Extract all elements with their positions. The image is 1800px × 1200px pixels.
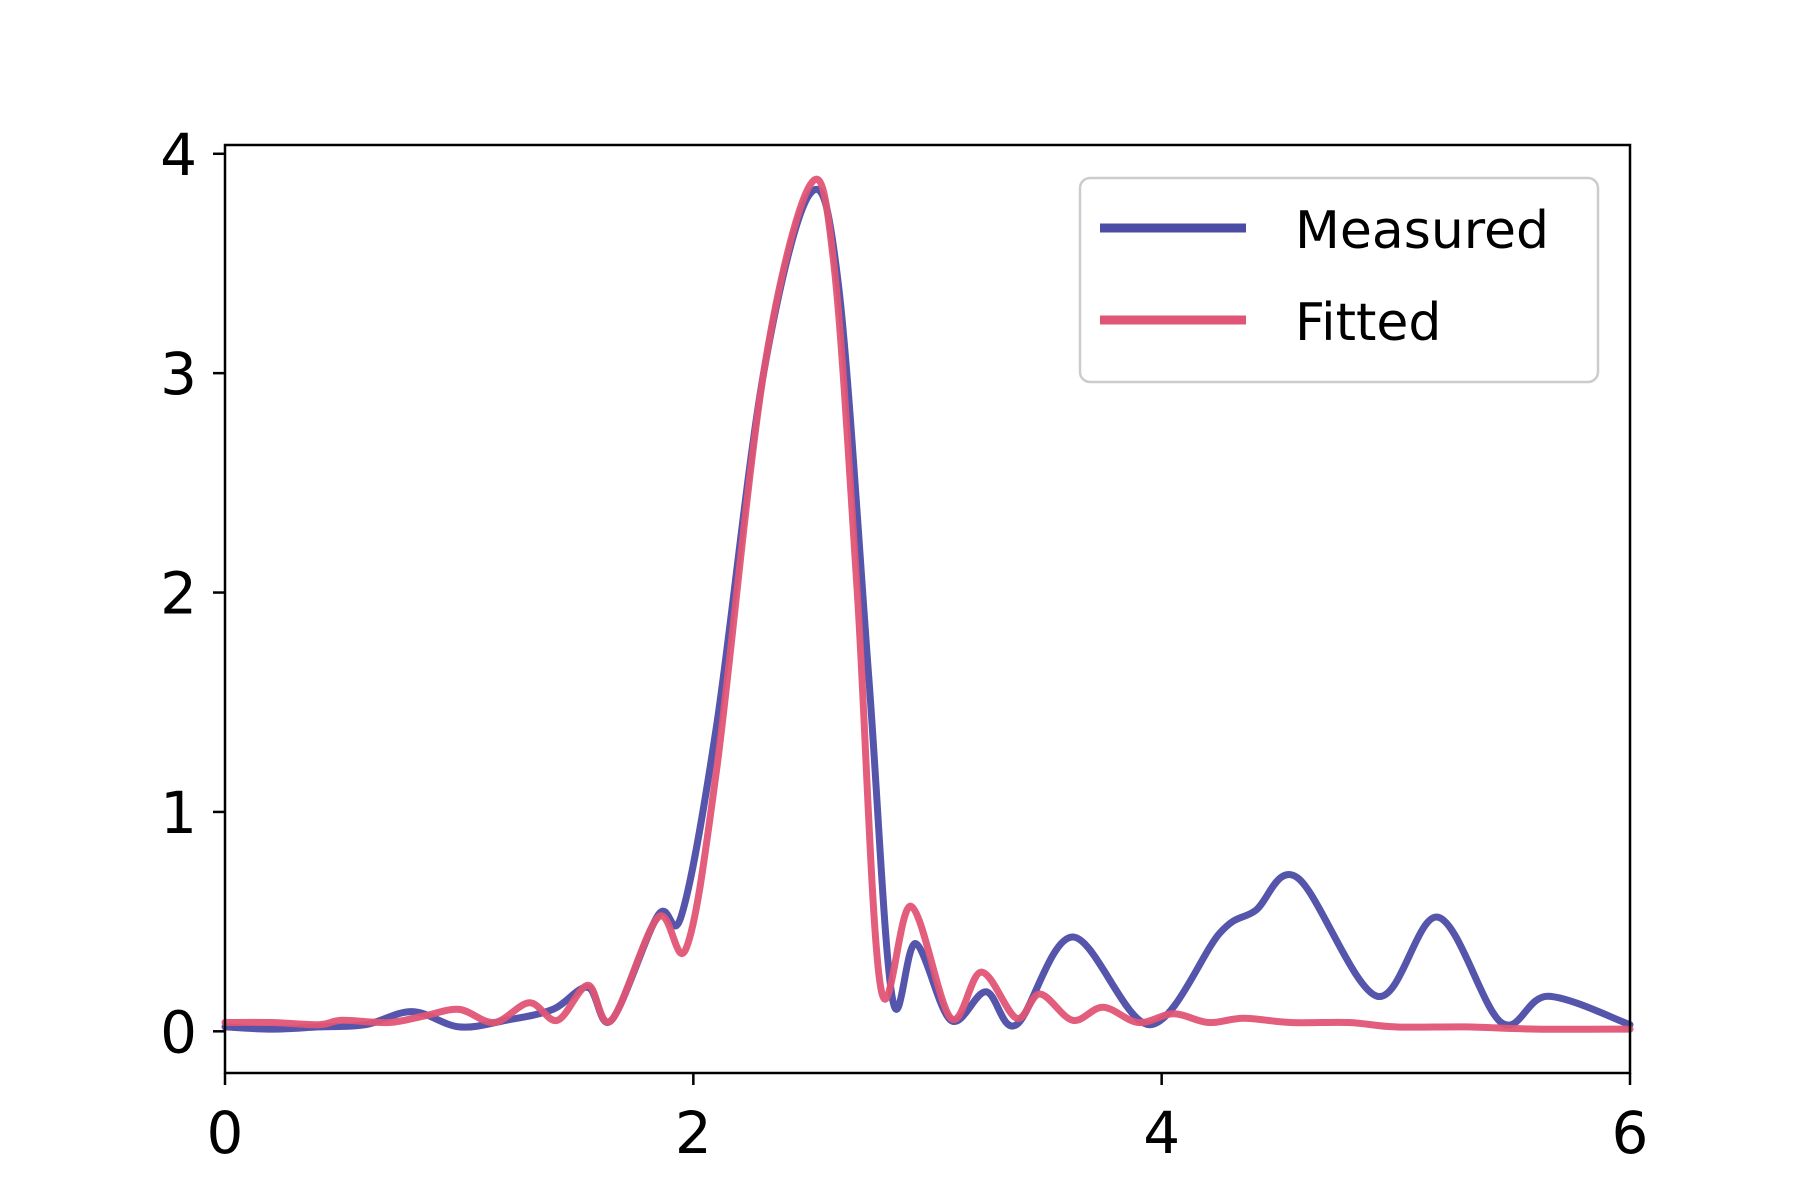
x-tick-label: 6 xyxy=(1612,1099,1649,1167)
x-tick-label: 2 xyxy=(675,1099,712,1167)
legend: Measured Fitted xyxy=(1078,176,1600,384)
y-tick-label: 2 xyxy=(160,560,197,628)
y-tick-label: 4 xyxy=(160,121,197,189)
y-axis: 0 1 2 3 4 xyxy=(160,121,225,1066)
plot-frame xyxy=(223,143,1632,1075)
legend-label-fitted: Fitted xyxy=(1295,293,1441,353)
y-tick-label: 3 xyxy=(160,340,197,408)
y-tick-label: 1 xyxy=(160,779,197,847)
x-axis: 0 2 4 6 xyxy=(207,1073,1649,1167)
x-tick-label: 4 xyxy=(1143,1099,1180,1167)
series-line-fitted xyxy=(221,175,1634,1033)
legend-label-measured: Measured xyxy=(1295,201,1549,261)
y-tick-label: 0 xyxy=(160,998,197,1066)
series-layer xyxy=(221,175,1634,1033)
x-tick-label: 0 xyxy=(207,1099,244,1167)
